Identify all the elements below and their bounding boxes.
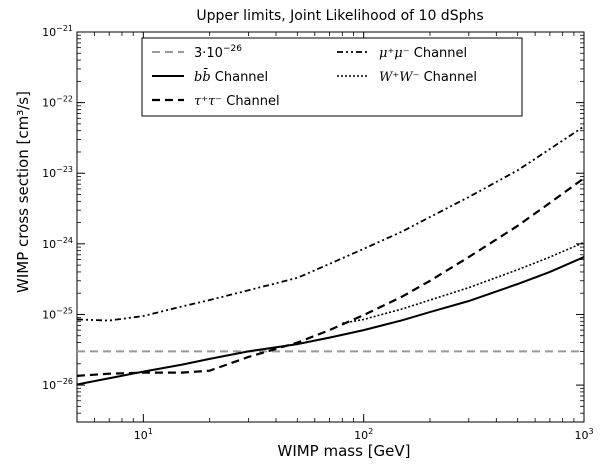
- legend-label-mumu: μ⁺μ⁻ Channel: [379, 46, 467, 61]
- y-tick-label: 10−26: [42, 377, 73, 392]
- plot-area: 101 102 103 10−26 10−25 10−24 10−23 10−22 10−21 3…: [42, 24, 593, 442]
- y-tick-label: 10−21: [42, 24, 73, 39]
- series-line-tautau: [77, 177, 584, 377]
- y-tick-label: 10−25: [42, 306, 73, 321]
- y-tick-label: 10−23: [42, 165, 73, 180]
- legend-label-bb: bb̄ Channel: [194, 68, 268, 85]
- legend-label-thermal: 3·10−26: [194, 44, 242, 61]
- series-line-bb: [77, 256, 584, 386]
- x-tick-label: 101: [134, 427, 153, 442]
- series-line-mumu: [77, 125, 584, 322]
- legend-box: [141, 37, 523, 117]
- x-tick-label: 103: [574, 427, 593, 442]
- y-axis-label: WIMP cross section [cm³/s]: [14, 91, 32, 293]
- x-tick-label: 102: [354, 427, 373, 442]
- x-axis-label: WIMP mass [GeV]: [277, 442, 410, 460]
- chart-title: Upper limits, Joint Likelihood of 10 dSp…: [196, 8, 483, 24]
- series-line-ww: [342, 241, 584, 325]
- legend-label-ww: W⁺W⁻ Channel: [379, 70, 477, 85]
- plot-frame: [76, 31, 585, 423]
- y-tick-label: 10−24: [42, 236, 73, 251]
- y-tick-label: 10−22: [42, 95, 73, 110]
- legend-label-tautau: τ⁺τ⁻ Channel: [194, 94, 280, 109]
